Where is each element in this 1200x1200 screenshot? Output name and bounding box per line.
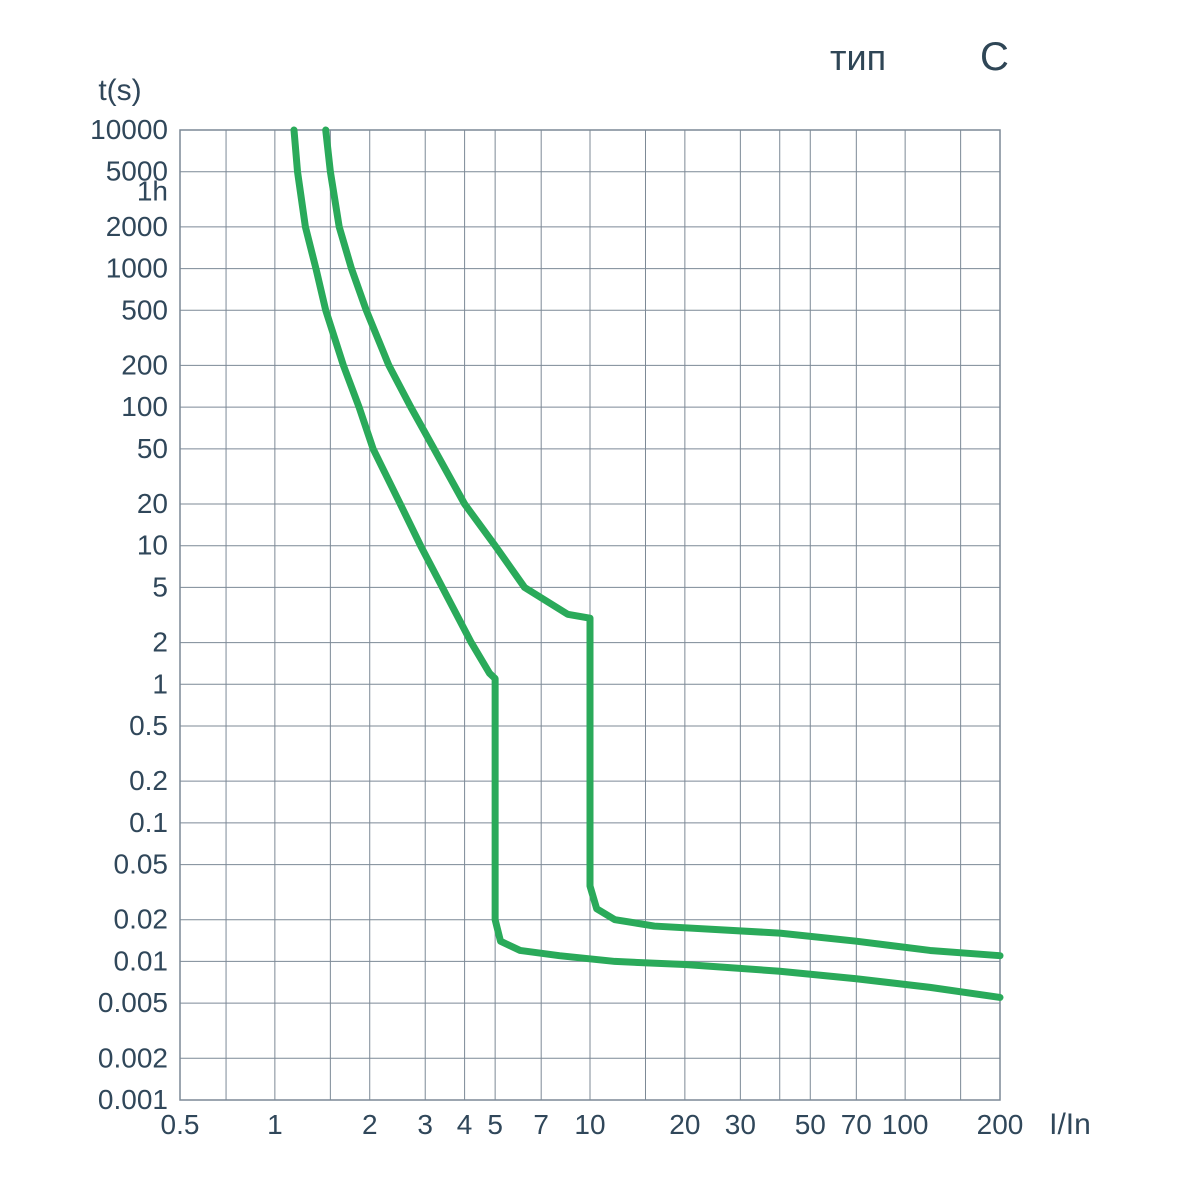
x-tick-label: 3 <box>417 1109 433 1140</box>
y-tick-label: 2 <box>152 627 168 658</box>
chart-title-letter: C <box>980 35 1009 79</box>
x-tick-label: 1 <box>267 1109 283 1140</box>
x-tick-label: 5 <box>487 1109 503 1140</box>
y-tick-label: 10 <box>137 530 168 561</box>
y-tick-label: 1h <box>137 175 168 206</box>
x-axis-title: I/In <box>1049 1108 1091 1141</box>
y-tick-label: 1000 <box>106 253 168 284</box>
x-tick-label: 50 <box>795 1109 826 1140</box>
y-tick-label: 10000 <box>90 114 168 145</box>
y-tick-label: 0.01 <box>114 945 169 976</box>
y-tick-label: 500 <box>121 294 168 325</box>
y-tick-label: 2000 <box>106 211 168 242</box>
x-tick-label: 30 <box>725 1109 756 1140</box>
trip-curve-chart: 1000050001h200010005002001005020105210.5… <box>0 0 1200 1200</box>
x-tick-label: 70 <box>841 1109 872 1140</box>
x-tick-label: 7 <box>533 1109 549 1140</box>
y-tick-label: 0.02 <box>114 904 169 935</box>
y-tick-label: 5 <box>152 571 168 602</box>
y-tick-label: 0.1 <box>129 807 168 838</box>
x-tick-label: 20 <box>669 1109 700 1140</box>
y-tick-label: 100 <box>121 391 168 422</box>
chart-title-prefix: тип <box>830 37 886 78</box>
y-tick-label: 0.002 <box>98 1042 168 1073</box>
y-tick-label: 200 <box>121 349 168 380</box>
y-tick-label: 20 <box>137 488 168 519</box>
x-tick-label: 10 <box>574 1109 605 1140</box>
y-tick-label: 0.001 <box>98 1084 168 1115</box>
y-axis-title: t(s) <box>98 74 141 107</box>
y-tick-label: 50 <box>137 433 168 464</box>
y-tick-label: 0.005 <box>98 987 168 1018</box>
y-tick-label: 0.2 <box>129 765 168 796</box>
x-tick-label: 200 <box>977 1109 1024 1140</box>
y-tick-label: 1 <box>152 668 168 699</box>
x-tick-label: 2 <box>362 1109 378 1140</box>
y-tick-label: 0.05 <box>114 849 169 880</box>
x-tick-label: 4 <box>457 1109 473 1140</box>
x-tick-label: 100 <box>882 1109 929 1140</box>
x-tick-label: 0.5 <box>161 1109 200 1140</box>
y-tick-label: 0.5 <box>129 710 168 741</box>
